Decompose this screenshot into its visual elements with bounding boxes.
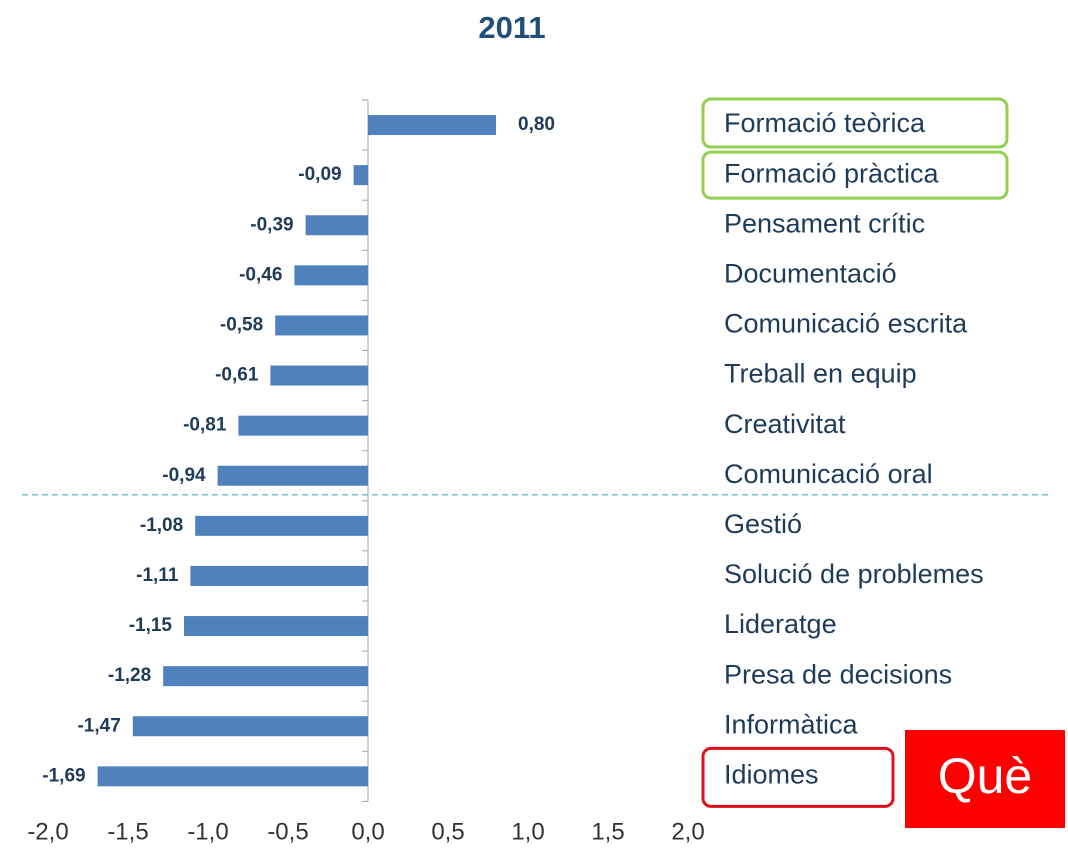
- x-tick-label: 2,0: [671, 818, 704, 845]
- bar: [294, 265, 368, 286]
- x-tick-label: -0,5: [267, 818, 308, 845]
- value-label: 0,80: [518, 114, 555, 135]
- annotation: Què: [938, 748, 1033, 804]
- value-label: -1,69: [42, 765, 85, 786]
- value-label: -0,58: [220, 314, 263, 335]
- bar: [305, 215, 368, 236]
- value-label: -0,09: [298, 164, 341, 185]
- value-label: -0,61: [215, 365, 259, 386]
- x-tick-label: 1,0: [511, 818, 544, 845]
- bar: [353, 165, 368, 186]
- highlight-box: [701, 150, 1009, 200]
- category-label: Formació teòrica: [724, 108, 926, 138]
- category-label: Solució de problemes: [724, 559, 984, 589]
- bar: [368, 115, 496, 136]
- category-label: Informàtica: [724, 709, 859, 739]
- category-label: Idiomes: [724, 759, 819, 789]
- category-label: Comunicació escrita: [724, 309, 968, 339]
- highlight-box: [701, 746, 895, 808]
- bar: [97, 766, 368, 787]
- bar: [217, 465, 368, 486]
- x-tick-label: -1,5: [107, 818, 148, 845]
- bar: [132, 716, 368, 737]
- category-label: Creativitat: [724, 409, 846, 439]
- value-label: -0,81: [183, 415, 227, 436]
- bar: [190, 565, 368, 586]
- bar: [163, 666, 368, 687]
- bar: [270, 365, 368, 386]
- category-label: Lideratge: [724, 609, 837, 639]
- category-label: Presa de decisions: [724, 659, 952, 689]
- x-tick-label: -1,0: [187, 818, 228, 845]
- x-tick-label: 0,0: [351, 818, 384, 845]
- category-label: Formació pràctica: [724, 158, 940, 188]
- value-label: -1,47: [77, 715, 120, 736]
- value-label: -0,46: [239, 264, 282, 285]
- highlight-box: [701, 97, 1009, 149]
- bar: [195, 515, 368, 536]
- chart-title: 2011: [478, 10, 545, 45]
- value-label: -1,15: [129, 615, 173, 636]
- value-label: -0,39: [250, 214, 293, 235]
- annotation-box: [905, 730, 1065, 828]
- value-label: -1,28: [108, 665, 151, 686]
- x-tick-label: -2,0: [27, 818, 68, 845]
- bar: [184, 616, 368, 637]
- value-label: -1,11: [136, 565, 179, 586]
- value-label: -1,08: [140, 515, 183, 536]
- x-tick-label: 1,5: [591, 818, 624, 845]
- value-label: -0,94: [162, 465, 206, 486]
- category-label: Comunicació oral: [724, 459, 933, 489]
- bar: [238, 415, 368, 436]
- category-label: Treball en equip: [724, 359, 917, 389]
- bar: [275, 315, 368, 336]
- category-label: Documentació: [724, 258, 897, 288]
- category-label: Gestió: [724, 509, 802, 539]
- category-label: Pensament crític: [724, 208, 925, 238]
- x-tick-label: 0,5: [431, 818, 464, 845]
